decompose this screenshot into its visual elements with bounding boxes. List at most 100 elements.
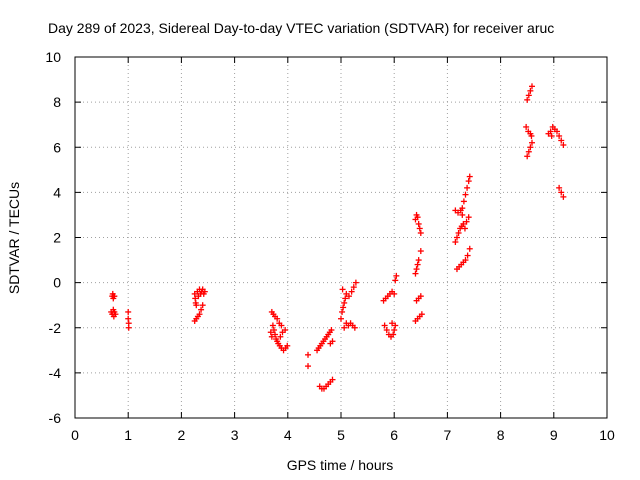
data-point [553,128,560,135]
data-point [193,302,200,309]
data-point [460,198,467,205]
data-point [560,193,567,200]
data-point [390,331,397,338]
data-point [528,139,535,146]
data-point [392,322,399,329]
data-point [125,308,132,315]
data-point [381,322,388,329]
data-point [125,324,132,331]
data-point [111,293,118,300]
data-point [525,92,532,99]
chart-title: Day 289 of 2023, Sidereal Day-to-day VTE… [48,20,554,36]
data-point [284,342,291,349]
data-point [393,272,400,279]
data-point [327,340,334,347]
data-point [455,229,462,236]
data-point [329,376,336,383]
data-point [345,293,352,300]
data-point [413,266,420,273]
data-point [341,299,348,306]
y-tick-label: 6 [53,139,61,155]
data-point [339,308,346,315]
data-point [459,211,466,218]
data-points [108,83,567,392]
y-tick-label: 10 [45,49,61,65]
y-tick-label: 0 [53,275,61,291]
data-point [391,327,398,334]
data-point [466,173,473,180]
data-point [339,286,346,293]
data-point [328,327,335,334]
data-point [412,270,419,277]
x-tick-label: 9 [550,427,558,443]
data-point [527,144,534,151]
data-point [277,333,284,340]
data-point [416,225,423,232]
data-point [415,257,422,264]
y-tick-label: 2 [53,230,61,246]
data-point [460,220,467,227]
data-point [340,304,347,311]
data-point [348,288,355,295]
data-point [465,178,472,185]
data-point [274,315,281,322]
data-point [341,324,348,331]
data-point [351,324,358,331]
data-point [414,214,421,221]
data-point [272,331,279,338]
data-point [278,322,285,329]
data-point [548,132,555,139]
x-tick-label: 5 [337,427,345,443]
y-tick-label: -4 [49,365,62,381]
data-point [523,123,530,130]
x-tick-label: 10 [599,427,615,443]
y-tick-label: 4 [53,184,61,200]
x-axis-title: GPS time / hours [287,457,394,473]
data-point [383,327,390,334]
data-point [452,239,459,246]
data-point [415,220,422,227]
data-point [417,293,424,300]
data-point [270,327,277,334]
data-point [110,313,117,320]
data-point [528,83,535,90]
data-point [453,234,460,241]
data-point [350,284,357,291]
data-point [414,261,421,268]
data-point [556,132,563,139]
data-point [462,191,469,198]
data-point [525,148,532,155]
data-point [269,322,276,329]
y-tick-label: 8 [53,94,61,110]
data-point [342,295,349,302]
data-point [417,229,424,236]
x-tick-label: 0 [71,427,79,443]
y-axis-title: SDTVAR / TECUs [6,182,22,294]
x-axis-ticks: 0 1 2 3 4 5 6 7 8 9 10 [71,57,615,443]
data-point [305,351,312,358]
x-tick-label: 1 [124,427,132,443]
data-point [199,302,206,309]
data-point [464,252,471,259]
data-point [527,87,534,94]
data-point [464,184,471,191]
y-tick-label: -2 [49,320,62,336]
data-point [305,363,312,370]
data-point [465,214,472,221]
data-point [556,184,563,191]
data-point [459,205,466,212]
data-point [463,218,470,225]
data-point [196,311,203,318]
data-point [267,329,274,336]
data-point [461,225,468,232]
data-point [338,315,344,322]
data-point [558,137,565,144]
data-point [462,257,469,264]
data-point [417,248,424,255]
data-point [391,290,398,297]
x-tick-label: 4 [284,427,292,443]
y-axis-ticks: -6 -4 -2 0 2 4 6 8 10 [45,49,607,426]
x-tick-label: 7 [444,427,452,443]
data-point [392,277,399,284]
